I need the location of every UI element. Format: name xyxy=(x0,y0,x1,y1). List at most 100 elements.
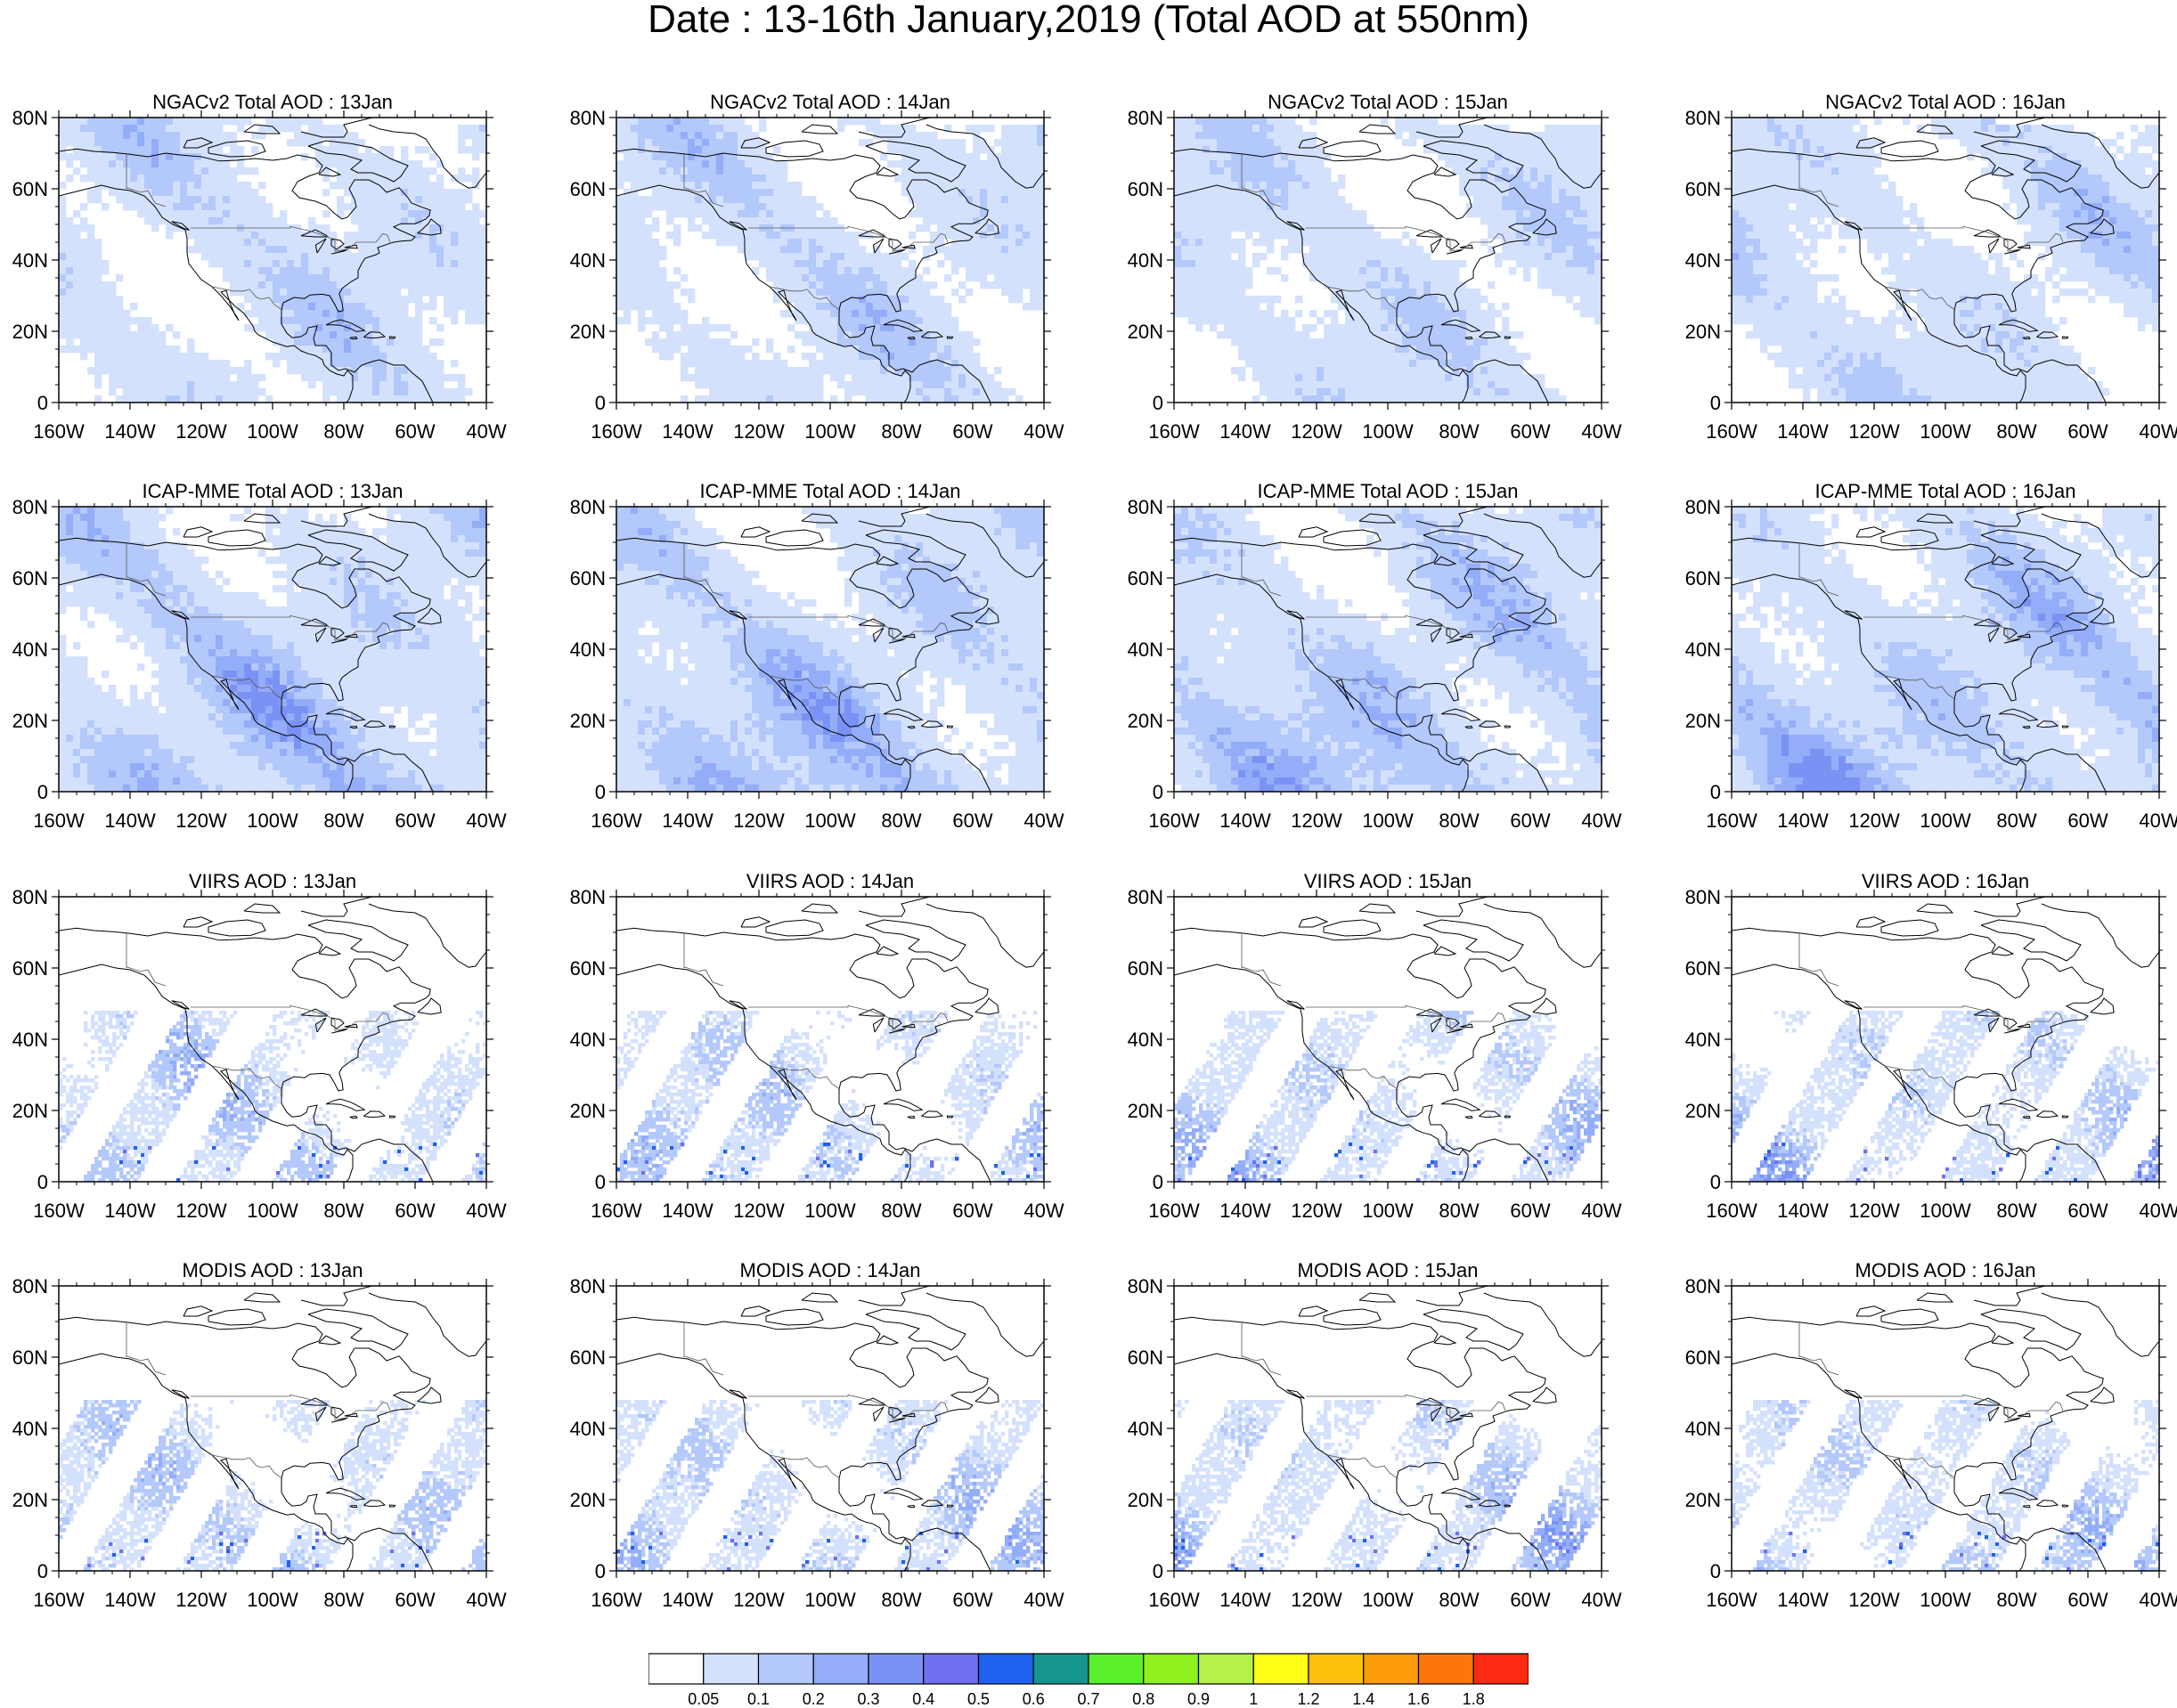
aod-cell xyxy=(894,296,902,304)
aod-cell xyxy=(1023,246,1031,254)
aod-cell xyxy=(80,338,88,346)
aod-cell xyxy=(80,310,88,318)
aod-cell xyxy=(1374,303,1382,311)
aod-cell xyxy=(930,331,938,339)
aod-cell xyxy=(1231,289,1239,297)
lon-tick-label: 160W xyxy=(591,420,642,443)
aod-cell xyxy=(1402,324,1410,332)
aod-cell xyxy=(887,395,895,403)
aod-cell xyxy=(1288,346,1296,354)
aod-cell xyxy=(73,303,81,311)
aod-cell xyxy=(973,367,981,375)
aod-cell xyxy=(1359,303,1367,311)
country-border xyxy=(191,225,391,252)
aod-cell xyxy=(344,353,352,361)
aod-cell xyxy=(237,232,245,240)
aod-cell xyxy=(387,310,395,318)
aod-cell xyxy=(1580,146,1588,154)
aod-cell xyxy=(745,167,753,175)
aod-cell xyxy=(444,253,452,261)
aod-cell xyxy=(1438,310,1446,318)
aod-cell xyxy=(973,175,981,183)
aod-cell xyxy=(1181,182,1189,190)
aod-cell xyxy=(102,160,110,168)
aod-cell xyxy=(244,203,252,211)
aod-cell xyxy=(1181,239,1189,247)
aod-cell xyxy=(1580,289,1588,297)
aod-cell xyxy=(287,267,295,275)
aod-cell xyxy=(201,125,209,133)
aod-cell xyxy=(837,274,845,282)
aod-cell xyxy=(1438,317,1446,325)
aod-cell xyxy=(201,118,209,126)
aod-cell xyxy=(873,353,881,361)
aod-cell xyxy=(415,167,423,175)
aod-cell xyxy=(1015,246,1023,254)
aod-cell xyxy=(87,296,95,304)
aod-cell xyxy=(966,196,974,204)
aod-cell xyxy=(859,331,867,339)
aod-cell xyxy=(351,395,359,403)
aod-cell xyxy=(880,153,888,161)
aod-cell xyxy=(723,338,731,346)
aod-cell xyxy=(365,160,373,168)
aod-cell xyxy=(1594,203,1602,211)
aod-cell xyxy=(1274,153,1282,161)
aod-cell xyxy=(1388,253,1396,261)
aod-cell xyxy=(730,388,738,396)
aod-cell xyxy=(1573,232,1581,240)
aod-cell xyxy=(859,324,867,332)
aod-cell xyxy=(223,210,231,218)
aod-cell xyxy=(1374,239,1382,247)
aod-cell xyxy=(387,246,395,254)
aod-cell xyxy=(844,267,852,275)
aod-cell xyxy=(866,274,874,282)
aod-cell xyxy=(673,267,681,275)
aod-cell xyxy=(966,331,974,339)
aod-cell xyxy=(980,210,988,218)
aod-cell xyxy=(1566,167,1574,175)
aod-cell xyxy=(151,388,159,396)
aod-cell xyxy=(1381,289,1389,297)
aod-cell xyxy=(859,253,867,261)
aod-cell xyxy=(1174,132,1182,140)
aod-cell xyxy=(230,267,238,275)
aod-cell xyxy=(859,260,867,268)
aod-cell xyxy=(315,118,323,126)
aod-cell xyxy=(1288,182,1296,190)
aod-cell xyxy=(638,274,646,282)
aod-cell xyxy=(1587,260,1595,268)
aod-cell xyxy=(102,353,110,361)
aod-cell xyxy=(237,160,245,168)
aod-cell xyxy=(451,232,459,240)
aod-cell xyxy=(201,239,209,247)
aod-cell xyxy=(1188,274,1196,282)
aod-cell xyxy=(351,303,359,311)
aod-cell xyxy=(937,367,945,375)
aod-cell xyxy=(1281,346,1289,354)
aod-cell xyxy=(688,160,696,168)
aod-cell xyxy=(87,232,95,240)
aod-cell xyxy=(479,239,486,247)
aod-cell xyxy=(787,232,795,240)
aod-cell xyxy=(1195,224,1203,232)
aod-cell xyxy=(1267,118,1275,126)
aod-cell xyxy=(1203,310,1211,318)
aod-cell xyxy=(666,296,674,304)
aod-cell xyxy=(944,217,952,225)
aod-cell xyxy=(394,353,402,361)
aod-cell xyxy=(944,324,952,332)
aod-cell xyxy=(1438,338,1446,346)
aod-cell xyxy=(372,338,380,346)
aod-cell xyxy=(1352,296,1360,304)
aod-cell xyxy=(1566,253,1574,261)
aod-cell xyxy=(394,367,402,375)
aod-cell xyxy=(394,224,402,232)
aod-cell xyxy=(652,303,660,311)
aod-cell xyxy=(1217,239,1225,247)
aod-cell xyxy=(237,182,245,190)
aod-cell xyxy=(659,246,667,254)
aod-cell xyxy=(379,239,387,247)
aod-cell xyxy=(1580,281,1588,289)
